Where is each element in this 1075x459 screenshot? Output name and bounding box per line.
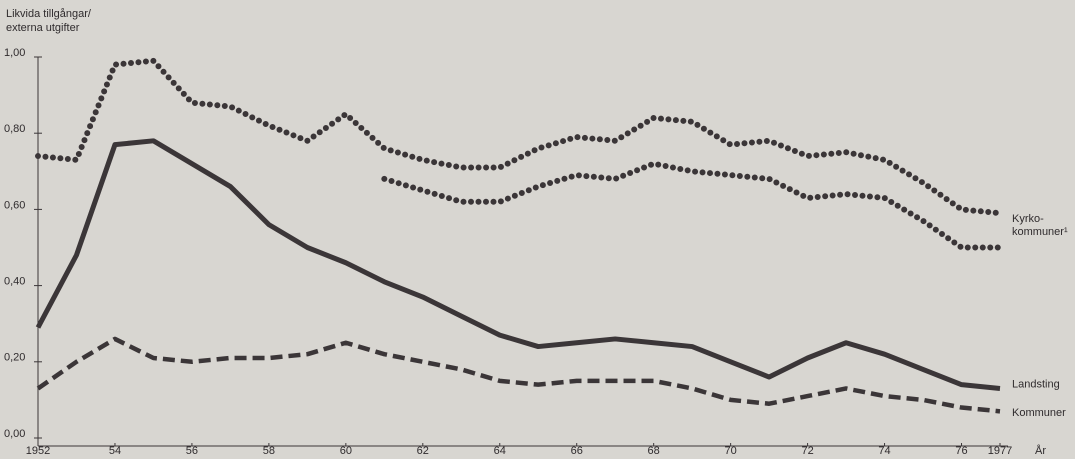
y-tick-label: 0,80 bbox=[4, 123, 25, 135]
x-tick-label: 68 bbox=[648, 445, 660, 457]
x-tick-label: 60 bbox=[340, 445, 352, 457]
x-tick-label: 72 bbox=[801, 445, 813, 457]
y-tick-label: 0,20 bbox=[4, 352, 25, 364]
x-tick-label: 76 bbox=[955, 445, 967, 457]
legend-label: Kyrko- bbox=[1012, 213, 1044, 225]
legend-label: kommuner¹ bbox=[1012, 226, 1068, 238]
series-line bbox=[381, 160, 1003, 251]
x-tick-label: 74 bbox=[878, 445, 890, 457]
x-tick-label: 64 bbox=[494, 445, 506, 457]
x-tick-label: 56 bbox=[186, 445, 198, 457]
x-tick-label: 1952 bbox=[26, 445, 50, 457]
x-tick-label: 66 bbox=[571, 445, 583, 457]
y-tick-label: 0,60 bbox=[4, 199, 25, 211]
x-tick-label: 70 bbox=[725, 445, 737, 457]
y-axis-label: externa utgifter bbox=[6, 22, 80, 34]
x-axis-label: År bbox=[1035, 444, 1046, 457]
series-line bbox=[36, 336, 1001, 414]
series-line bbox=[35, 138, 1001, 391]
y-tick-label: 1,00 bbox=[4, 47, 25, 59]
x-tick-label: 1977 bbox=[988, 445, 1012, 457]
legend-label: Kommuner bbox=[1012, 407, 1066, 419]
y-tick-label: 0,40 bbox=[4, 276, 25, 288]
x-tick-label: 54 bbox=[109, 445, 121, 457]
y-axis-label: Likvida tillgångar/ bbox=[6, 8, 92, 20]
x-tick-label: 62 bbox=[417, 445, 429, 457]
y-tick-label: 0,00 bbox=[4, 428, 25, 440]
legend-label: Landsting bbox=[1012, 378, 1060, 390]
x-tick-label: 58 bbox=[263, 445, 275, 457]
series-line bbox=[35, 57, 1003, 217]
